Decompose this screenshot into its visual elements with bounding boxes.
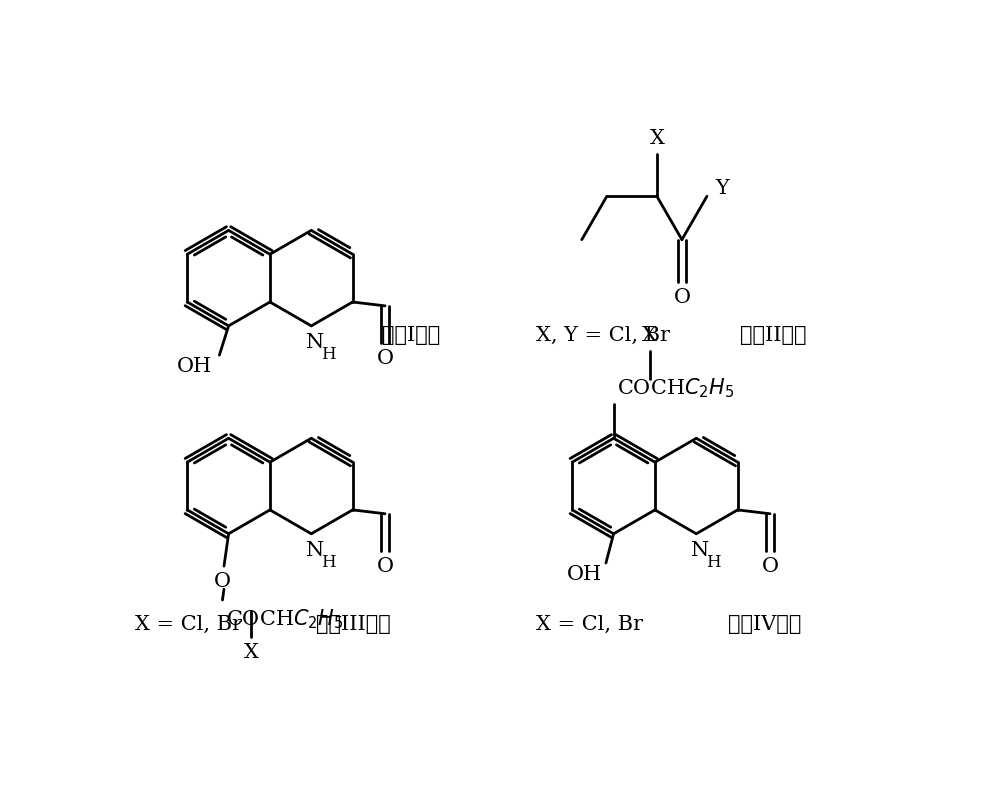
Text: O: O xyxy=(673,288,690,307)
Text: H: H xyxy=(321,346,336,363)
Text: O: O xyxy=(761,556,778,575)
Text: COCH$C_2H_5$: COCH$C_2H_5$ xyxy=(226,607,344,631)
Text: O: O xyxy=(376,349,393,367)
Text: N: N xyxy=(306,541,324,560)
Text: X: X xyxy=(243,643,258,662)
Text: OH: OH xyxy=(177,357,212,376)
Text: OH: OH xyxy=(567,565,602,584)
Text: H: H xyxy=(706,554,721,571)
Text: COCH$C_2H_5$: COCH$C_2H_5$ xyxy=(617,376,735,400)
Text: 式（IV）。: 式（IV）。 xyxy=(728,615,801,634)
Text: X = Cl, Br: X = Cl, Br xyxy=(536,615,643,634)
Text: H: H xyxy=(321,554,336,571)
Text: Y: Y xyxy=(715,179,729,198)
Text: 式（I）；: 式（I）； xyxy=(382,327,440,345)
Text: X: X xyxy=(642,327,657,345)
Text: X = Cl, Br: X = Cl, Br xyxy=(135,615,242,634)
Text: 式（III）；: 式（III）； xyxy=(316,615,391,634)
Text: X: X xyxy=(649,129,664,148)
Text: N: N xyxy=(691,541,709,560)
Text: O: O xyxy=(214,572,231,591)
Text: X, Y = Cl, Br: X, Y = Cl, Br xyxy=(536,327,670,345)
Text: O: O xyxy=(376,556,393,575)
Text: N: N xyxy=(306,333,324,352)
Text: 式（II）；: 式（II）； xyxy=(740,327,806,345)
